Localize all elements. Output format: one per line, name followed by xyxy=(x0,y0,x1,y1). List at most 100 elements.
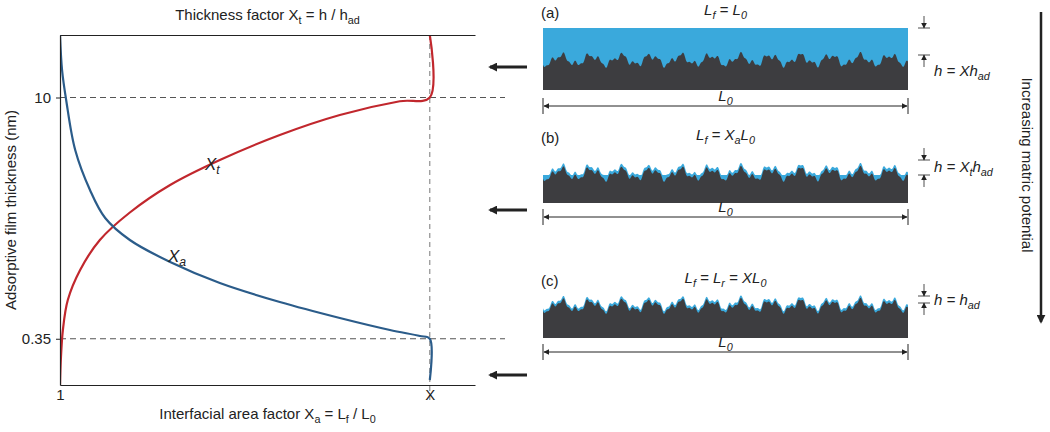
panel: (c)Lf = Lr = XL0L0h = had xyxy=(541,269,981,360)
plot-area xyxy=(60,35,434,385)
dimension-tick xyxy=(543,209,544,225)
text-segment: h xyxy=(972,158,980,175)
dimension-line xyxy=(544,217,907,218)
base-length-label: L0 xyxy=(718,87,732,107)
grid-line xyxy=(60,97,505,98)
text-segment: = h / h xyxy=(302,6,348,23)
text-segment: L xyxy=(718,87,726,104)
text-segment: L xyxy=(718,333,726,350)
direction-label: Increasing matric potential xyxy=(1019,77,1036,252)
text-segment: = X xyxy=(707,126,735,143)
pointer-arrow xyxy=(490,66,527,69)
thickness-arrow xyxy=(924,16,925,28)
x-axis: 1X xyxy=(56,385,475,403)
text-segment: L xyxy=(685,269,693,286)
text-segment: h = h xyxy=(934,291,968,308)
thickness-arrow xyxy=(924,148,925,160)
text-segment: = XL xyxy=(725,269,760,286)
water-film xyxy=(543,295,908,338)
grid xyxy=(60,35,505,400)
text-segment: 0 xyxy=(727,95,733,107)
dimension-tick xyxy=(543,98,544,114)
tick: 0.35 xyxy=(22,330,60,347)
text-segment: h = Xh xyxy=(934,62,978,79)
text-segment: 0 xyxy=(727,341,733,353)
text-segment: = L xyxy=(320,405,345,422)
base-length-label: L0 xyxy=(718,198,732,218)
text-segment: Interfacial area factor X xyxy=(159,405,314,422)
panel-label: (b) xyxy=(541,129,559,146)
water-film xyxy=(543,28,908,90)
text-segment: 0 xyxy=(370,413,376,425)
film-thickness-label: h = had xyxy=(934,291,981,311)
thickness-arrow xyxy=(924,55,925,67)
dimension-line xyxy=(544,106,907,107)
tick: 1 xyxy=(56,385,64,403)
dimension-tick xyxy=(543,344,544,360)
tick-label: 0.35 xyxy=(22,330,51,347)
panel: (a)Lf = L0L0h = Xhad xyxy=(541,1,991,114)
y-axis: 0.35 10 xyxy=(22,36,61,386)
text-segment: 0 xyxy=(727,206,733,218)
water-film xyxy=(543,163,908,203)
thickness-arrow xyxy=(924,303,925,315)
tick: X xyxy=(425,385,435,403)
dimension-tick xyxy=(908,209,909,225)
film-thickness-label: h = Xhad xyxy=(934,62,991,82)
x2-axis xyxy=(61,35,476,36)
thickness-arrow xyxy=(924,175,925,187)
tick-mark xyxy=(56,98,60,99)
film-length-label: Lf = L0 xyxy=(704,1,747,21)
text-segment: = L xyxy=(715,1,740,18)
text-segment: 0 xyxy=(741,9,747,21)
tick-mark xyxy=(56,339,60,340)
text-segment: ad xyxy=(981,166,994,178)
x-axis-title: Interfacial area factor Xa = Lf / L0 xyxy=(159,405,375,425)
tick: 10 xyxy=(34,89,60,106)
thickness-arrow xyxy=(924,284,925,296)
dimension-tick xyxy=(908,98,909,114)
text-segment: 0 xyxy=(760,277,766,289)
text-segment: L xyxy=(718,198,726,215)
text-segment: = L xyxy=(696,269,721,286)
tick-label: X xyxy=(425,386,435,403)
panel-label: (c) xyxy=(541,272,559,289)
panel: (b)Lf = XaL0L0h = Xthad xyxy=(541,126,994,225)
substrate xyxy=(543,52,908,90)
text-segment: Thickness factor X xyxy=(175,6,298,23)
film-length-label: Lf = XaL0 xyxy=(696,126,755,146)
text-segment: ad xyxy=(348,14,360,26)
curve xyxy=(60,35,432,380)
x2-axis-title: Thickness factor Xt = h / had xyxy=(175,6,360,26)
series-label: Xa xyxy=(167,247,186,269)
text-segment: 0 xyxy=(749,134,755,146)
panel-label: (a) xyxy=(541,4,559,21)
film-thickness-label: h = Xthad xyxy=(934,158,994,178)
base-length-label: L0 xyxy=(718,333,732,353)
series-label: Xt xyxy=(204,155,220,177)
text-segment: h = X xyxy=(934,158,970,175)
text-segment: L xyxy=(696,126,704,143)
substrate xyxy=(543,298,908,338)
axis-line xyxy=(60,36,61,386)
axis-line xyxy=(61,35,476,36)
text-segment: L xyxy=(741,126,749,143)
text-segment: L xyxy=(704,1,712,18)
dimension-tick xyxy=(908,344,909,360)
axis-line xyxy=(61,385,476,386)
text-segment: / L xyxy=(349,405,370,422)
grid-line xyxy=(429,35,430,400)
text-segment: ad xyxy=(978,70,991,82)
text-segment: ad xyxy=(968,299,981,311)
film-length-label: Lf = Lr = XL0 xyxy=(685,269,767,289)
dimension-line xyxy=(544,352,907,353)
tick-label: 10 xyxy=(34,89,51,106)
direction-arrow xyxy=(1040,12,1043,322)
tick-label: 1 xyxy=(56,386,64,403)
figure: 0.35101XInterfacial area factor Xa = Lf … xyxy=(0,0,1050,432)
y-axis-title: Adsorptive film thickness (nm) xyxy=(2,110,19,310)
curve xyxy=(60,35,434,385)
figure-svg: 0.35101XInterfacial area factor Xa = Lf … xyxy=(0,0,1050,432)
pointer-arrow xyxy=(490,209,527,212)
pointer-arrow xyxy=(490,374,527,377)
